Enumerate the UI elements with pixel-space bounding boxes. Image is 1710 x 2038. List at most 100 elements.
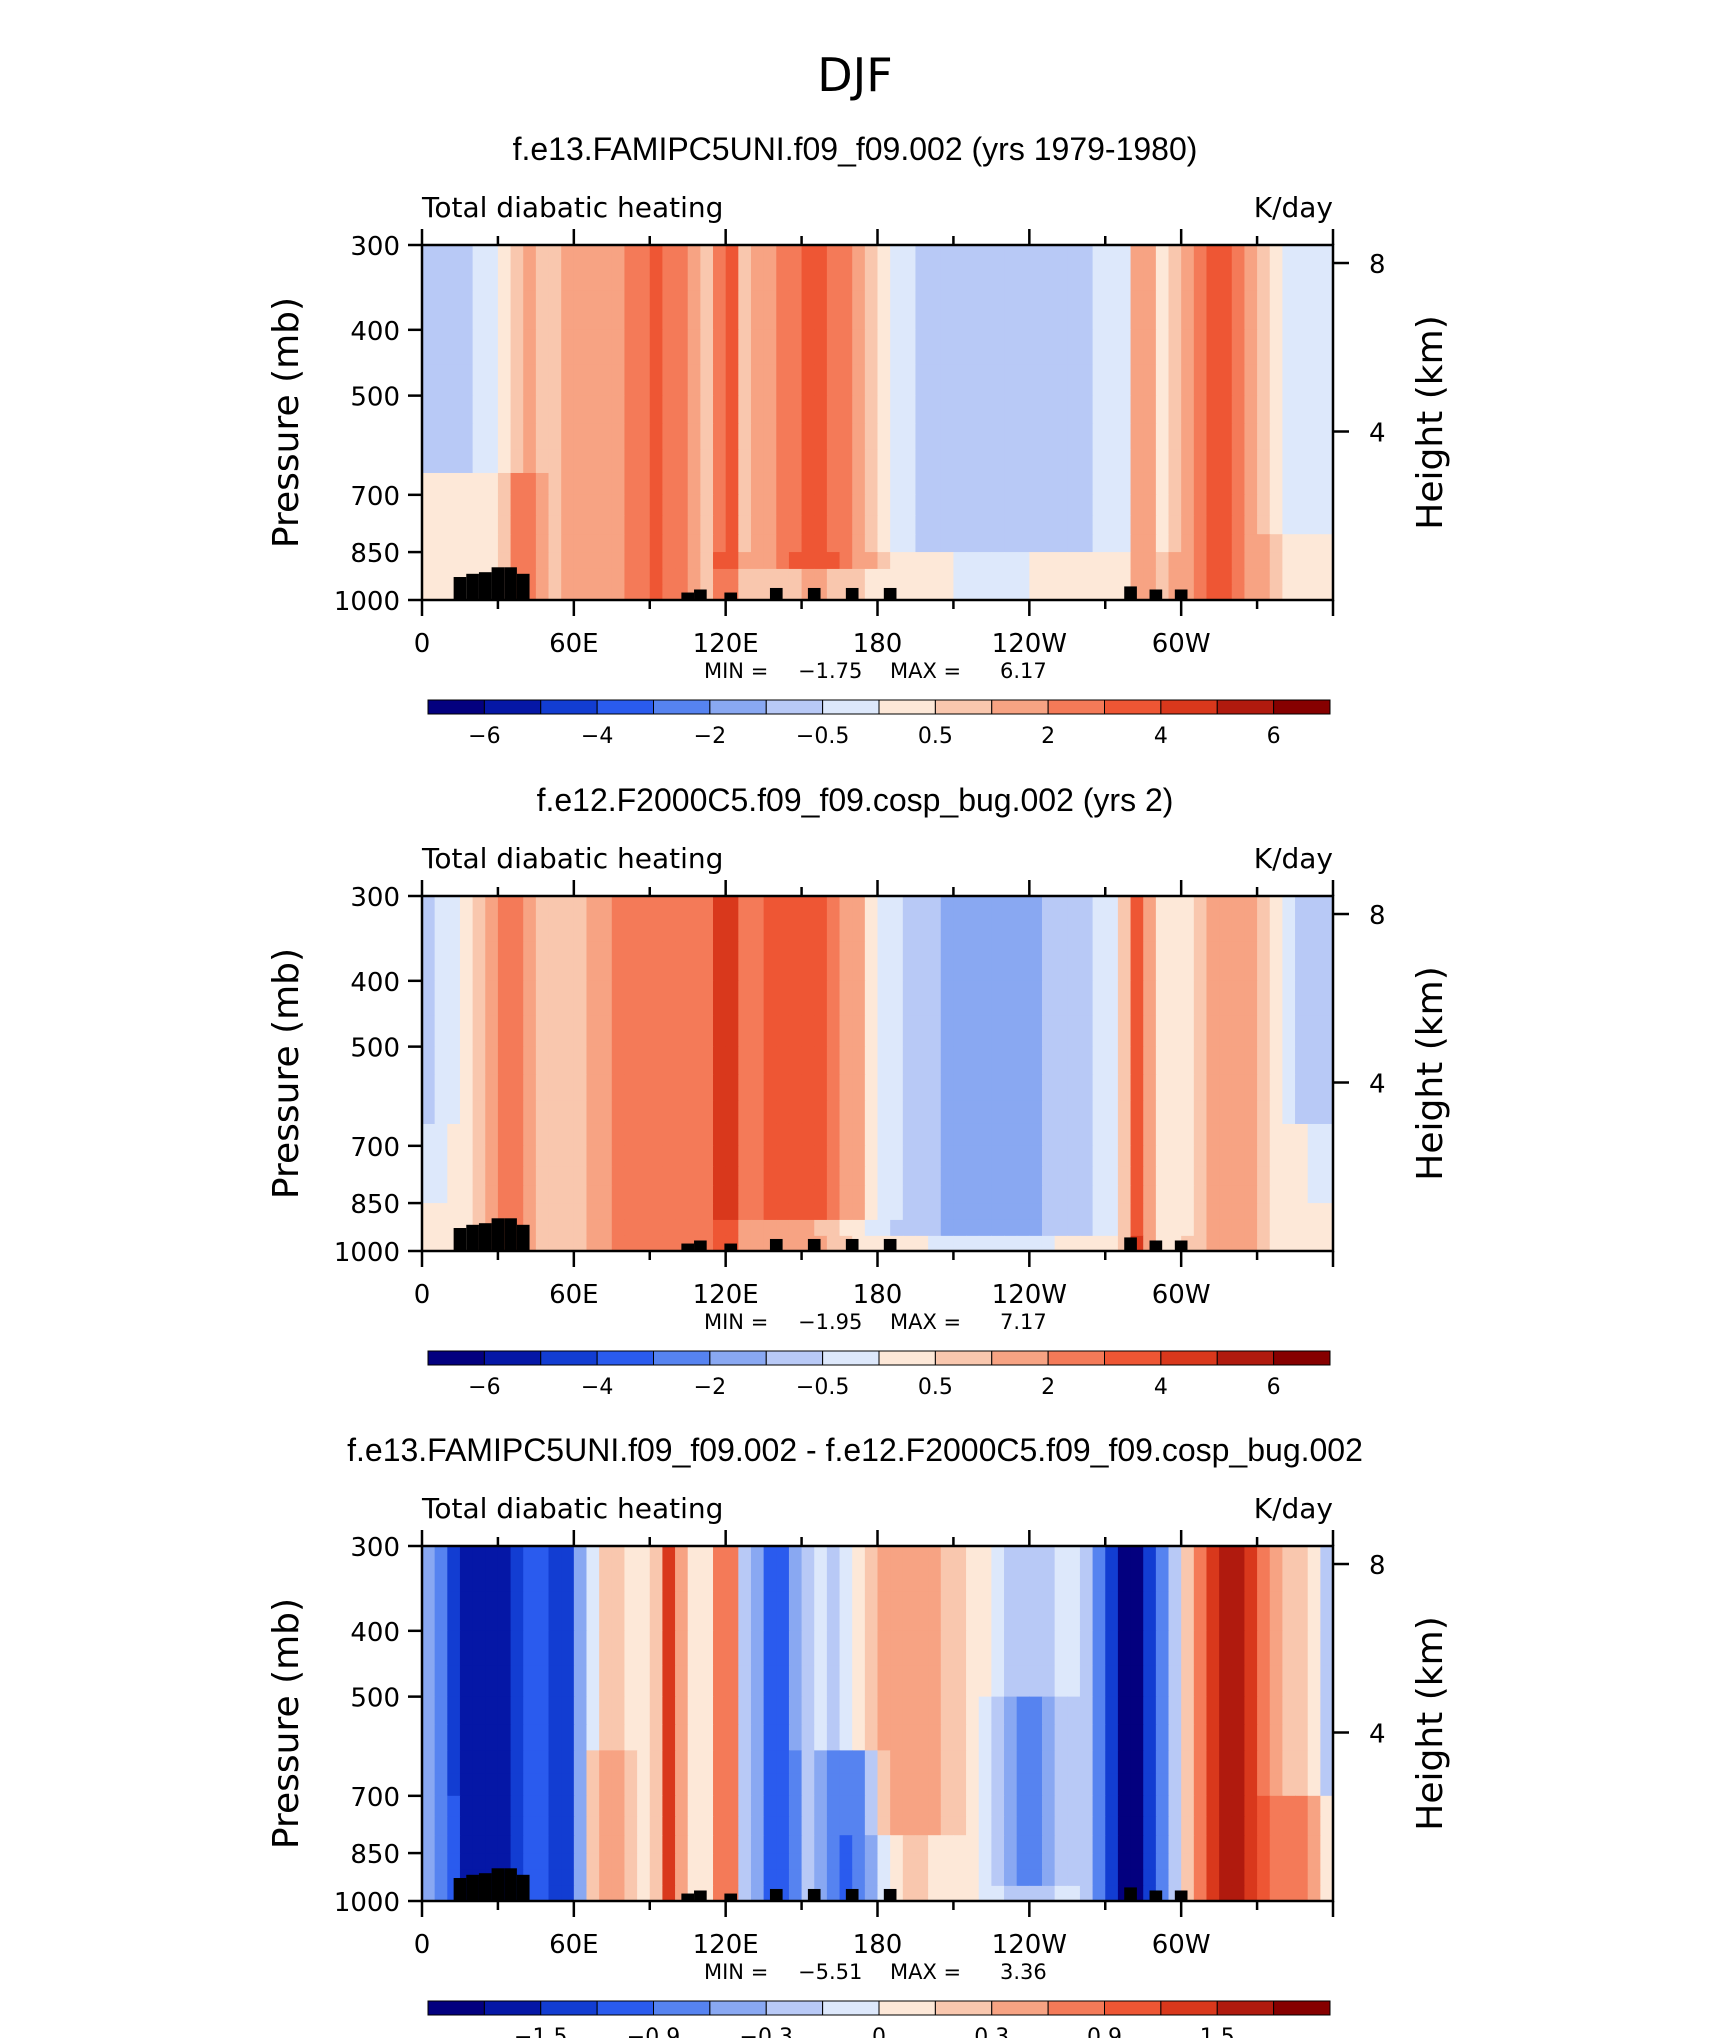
heatmap-cell xyxy=(1244,1795,1258,1817)
heatmap-cell xyxy=(535,1816,550,1836)
heatmap-cell xyxy=(928,1853,942,1871)
heatmap-cell xyxy=(649,1046,664,1076)
heatmap-cell xyxy=(1168,1696,1182,1726)
heatmap-cell xyxy=(1282,1835,1296,1854)
heatmap-cell xyxy=(422,1100,436,1125)
heatmap-cell xyxy=(1092,494,1106,516)
heatmap-cell xyxy=(890,1665,904,1698)
heatmap-cell xyxy=(978,494,992,516)
heatmap-cell xyxy=(864,534,879,553)
heatmap-cell xyxy=(864,1795,879,1817)
heatmap-cell xyxy=(953,584,967,601)
heatmap-cell xyxy=(422,584,436,601)
heatmap-cell xyxy=(1282,245,1296,292)
heatmap-cell xyxy=(1307,1046,1321,1076)
heatmap-cell xyxy=(637,1185,651,1204)
heatmap-cell xyxy=(599,1591,613,1632)
heatmap-cell xyxy=(1079,1235,1094,1252)
heatmap-cell xyxy=(700,1835,714,1854)
heatmap-cell xyxy=(814,552,828,570)
heatmap-cell xyxy=(1029,290,1043,331)
heatmap-cell xyxy=(725,1795,739,1817)
heatmap-cell xyxy=(1004,1869,1018,1887)
heatmap-cell xyxy=(611,1546,626,1593)
heatmap-cell xyxy=(1067,1145,1081,1167)
heatmap-cell xyxy=(637,1166,651,1186)
heatmap-cell xyxy=(890,364,904,397)
heatmap-cell xyxy=(687,1869,701,1887)
heatmap-cell xyxy=(662,534,676,553)
heatmap-cell xyxy=(801,1074,815,1101)
heatmap-cell xyxy=(928,552,942,570)
heatmap-cell xyxy=(485,494,499,516)
heatmap-cell xyxy=(611,1816,626,1836)
heatmap-cell xyxy=(1155,1591,1170,1632)
heatmap-cell xyxy=(776,1074,790,1101)
heatmap-cell xyxy=(839,1074,853,1101)
heatmap-cell xyxy=(1219,1885,1233,1902)
heatmap-cell xyxy=(459,1100,474,1125)
colorbar-label: 1.5 xyxy=(1200,2025,1235,2038)
heatmap-cell xyxy=(1206,472,1220,496)
heatmap-cell xyxy=(1067,1123,1081,1147)
colorbar-box xyxy=(1104,1350,1162,1366)
heatmap-cell xyxy=(902,245,917,292)
heatmap-cell xyxy=(788,364,803,397)
heatmap-cell xyxy=(839,1166,853,1186)
heatmap-cell xyxy=(611,1123,626,1147)
heatmap-cell xyxy=(434,494,448,516)
heatmap-cell xyxy=(599,472,613,496)
heatmap-cell xyxy=(713,1145,727,1167)
y2-axis-title: Height (km) xyxy=(1410,315,1451,529)
heatmap-cell xyxy=(662,1816,676,1836)
heatmap-cell xyxy=(1231,584,1246,601)
heatmap-cell xyxy=(864,1869,879,1887)
heatmap-cell xyxy=(675,980,689,1017)
heatmap-cell xyxy=(700,1630,714,1667)
heatmap-cell xyxy=(523,1750,537,1775)
heatmap-cell xyxy=(1219,1100,1233,1125)
heatmap-cell xyxy=(1244,1773,1258,1797)
heatmap-cell xyxy=(1257,1696,1271,1726)
heatmap-cell xyxy=(611,1853,626,1871)
heatmap-cell xyxy=(966,472,980,496)
heatmap-cell xyxy=(915,423,929,450)
heatmap-cell xyxy=(801,1773,815,1797)
heatmap-cell xyxy=(915,1696,929,1726)
heatmap-cell xyxy=(1155,1074,1170,1101)
heatmap-cell xyxy=(814,1869,828,1887)
heatmap-cell xyxy=(1219,1696,1233,1726)
colorbar-label: −2 xyxy=(694,724,726,749)
heatmap-cell xyxy=(1143,395,1157,425)
heatmap-cell xyxy=(1219,1750,1233,1775)
heatmap-cell xyxy=(675,1665,689,1698)
x-tick-label: 120E xyxy=(693,1930,759,1960)
heatmap-cell xyxy=(1079,245,1094,292)
heatmap-cell xyxy=(902,395,917,425)
heatmap-cell xyxy=(864,1885,879,1902)
heatmap-cell xyxy=(713,395,727,425)
heatmap-cell xyxy=(1117,364,1132,397)
heatmap-cell xyxy=(662,515,676,535)
heatmap-cell xyxy=(750,515,765,535)
heatmap-cell xyxy=(750,1630,765,1667)
heatmap-cell xyxy=(649,1885,664,1902)
heatmap-cell xyxy=(814,1015,828,1048)
heatmap-cell xyxy=(1269,568,1283,586)
heatmap-cell xyxy=(1105,1630,1119,1667)
heatmap-cell xyxy=(1219,1546,1233,1593)
heatmap-cell xyxy=(852,1853,866,1871)
heatmap-cell xyxy=(1193,1203,1208,1221)
heatmap-cell xyxy=(687,1835,701,1854)
heatmap-cell xyxy=(422,1835,436,1854)
heatmap-cell xyxy=(1029,1724,1043,1751)
heatmap-cell xyxy=(713,1591,727,1632)
heatmap-cell xyxy=(548,515,562,535)
heatmap-cell xyxy=(434,1145,448,1167)
colorbar: −6 −4 −2 −0.5 0.5 2 4 6 xyxy=(427,699,1331,749)
heatmap-cell xyxy=(447,449,461,474)
heatmap-cell xyxy=(915,1166,929,1186)
heatmap-cell xyxy=(928,1816,942,1836)
heatmap-cell xyxy=(472,1203,486,1221)
heatmap-cell xyxy=(637,896,651,943)
